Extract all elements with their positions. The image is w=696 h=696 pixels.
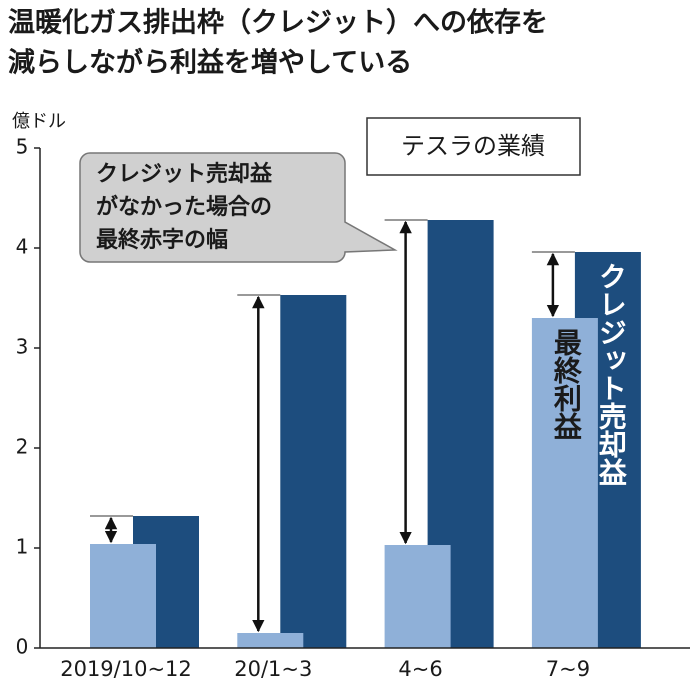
- y-tick-label: 4: [16, 235, 29, 259]
- x-tick-label: 20/1~3: [234, 657, 312, 681]
- x-tick-label: 4~6: [398, 657, 442, 681]
- bar: [90, 544, 156, 648]
- chart-title: 減らしながら利益を増やしている: [8, 47, 412, 79]
- y-tick-label: 0: [16, 635, 29, 659]
- chart-title: 温暖化ガス排出枠（クレジット）への依存を: [8, 8, 548, 39]
- legend-title: テスラの業績: [401, 132, 545, 160]
- y-tick-label: 3: [16, 335, 29, 359]
- y-tick-label: 5: [16, 135, 29, 159]
- callout-box: [79, 152, 398, 263]
- annotation: 最終赤字の幅: [96, 227, 228, 253]
- bar: [384, 545, 451, 648]
- x-tick-label: 7~9: [546, 657, 590, 681]
- bar: [280, 295, 347, 648]
- y-tick-label: 1: [16, 535, 29, 559]
- x-tick-label: 2019/10~12: [60, 657, 192, 681]
- series-label: 最終利益: [550, 328, 583, 440]
- series-label: クレジット売却益: [595, 262, 628, 486]
- bar: [531, 318, 598, 648]
- bar: [237, 633, 304, 648]
- legend-box: [366, 117, 581, 176]
- y-axis-label: 億ドル: [12, 111, 66, 132]
- annotation: クレジット売却益: [96, 161, 273, 187]
- y-tick-label: 2: [16, 435, 29, 459]
- annotation: がなかった場合の: [96, 194, 272, 220]
